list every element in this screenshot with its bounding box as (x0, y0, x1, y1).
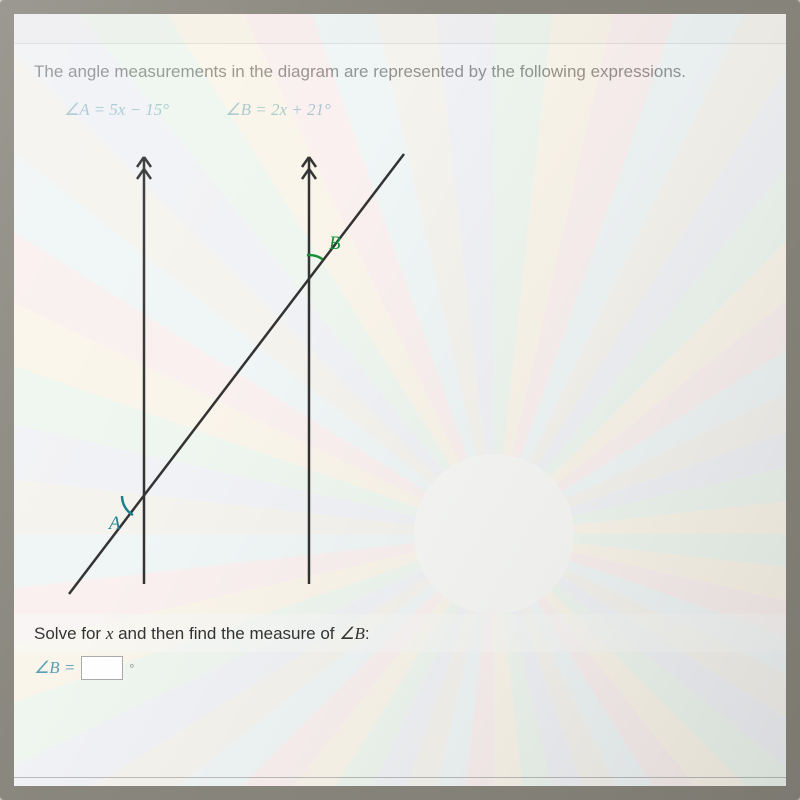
solve-prompt-row: Solve for x and then find the measure of… (14, 614, 786, 652)
geometry-diagram: AB (14, 134, 514, 614)
answer-row: ∠B = ° (14, 652, 786, 684)
svg-text:B: B (329, 233, 341, 254)
answer-unit: ° (129, 661, 134, 676)
answer-label: ∠B = (34, 658, 75, 678)
diagram-container: AB (14, 134, 786, 614)
answer-input[interactable] (81, 656, 123, 680)
svg-text:A: A (107, 513, 121, 534)
footer-divider (14, 777, 786, 778)
solve-prompt: Solve for x and then find the measure of… (34, 624, 370, 643)
